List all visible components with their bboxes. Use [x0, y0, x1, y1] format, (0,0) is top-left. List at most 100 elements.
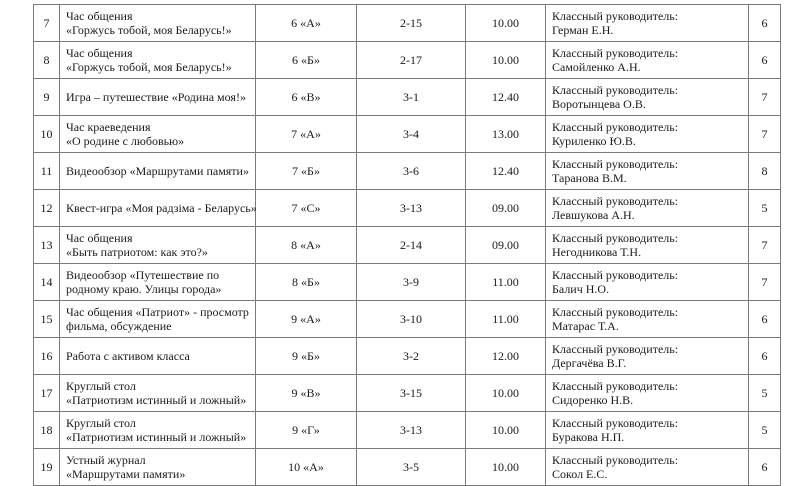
time-cell: 09.00: [465, 226, 546, 264]
event-title: Час краеведения «О родине с любовью»: [59, 115, 256, 153]
responsible-name: Балич Н.О.: [552, 282, 610, 296]
table-row: 7 Час общения «Горжусь тобой, моя Беларусь…: [33, 4, 781, 42]
event-title-line: Час общения: [66, 46, 133, 60]
responsible-name: Левшукова А.Н.: [552, 208, 635, 222]
event-title: Игра – путешествие «Родина моя!»: [59, 78, 256, 116]
responsible-label: Классный руководитель:: [552, 379, 679, 393]
time-cell: 12.00: [465, 337, 546, 375]
event-title-line: «Патриотизм истинный и ложный»: [66, 393, 247, 407]
schedule-table-body: 7 Час общения «Горжусь тобой, моя Беларусь…: [33, 4, 781, 486]
responsible-cell: Классный руководитель: Самойленко А.Н.: [545, 41, 749, 79]
event-title-line: «О родине с любовью»: [66, 134, 185, 148]
responsible-name: Буракова Н.П.: [552, 430, 625, 444]
event-title-line: Видеообзор «Маршрутами памяти»: [66, 164, 249, 178]
class-cell: 8 «А»: [255, 226, 357, 264]
event-title-line: «Быть патриотом: как это?»: [66, 245, 208, 259]
responsible-label: Классный руководитель:: [552, 268, 679, 282]
row-number: 12: [33, 189, 60, 227]
row-number: 13: [33, 226, 60, 264]
responsible-name: Сокол Е.С.: [552, 467, 608, 481]
class-cell: 9 «Г»: [255, 411, 357, 449]
time-cell: 10.00: [465, 448, 546, 486]
responsible-label: Классный руководитель:: [552, 157, 679, 171]
event-title: Час общения «Патриот» - просмотр фильма, …: [59, 300, 256, 338]
participants-count: 6: [748, 300, 781, 338]
responsible-name: Таранова В.М.: [552, 171, 627, 185]
event-title-line: «Патриотизм истинный и ложный»: [66, 430, 247, 444]
class-cell: 6 «Б»: [255, 41, 357, 79]
row-number: 16: [33, 337, 60, 375]
table-row: 16 Работа с активом класса 9 «Б» 3-2 12.00 Кл…: [33, 337, 781, 375]
class-cell: 8 «Б»: [255, 263, 357, 301]
event-title-line: Круглый стол: [66, 416, 136, 430]
time-cell: 11.00: [465, 263, 546, 301]
responsible-label: Классный руководитель:: [552, 416, 679, 430]
event-title-line: Час общения: [66, 231, 133, 245]
room-cell: 2-15: [356, 4, 466, 42]
class-cell: 9 «Б»: [255, 337, 357, 375]
time-cell: 12.40: [465, 78, 546, 116]
room-cell: 3-15: [356, 374, 466, 412]
event-title-line: Час краеведения: [66, 120, 151, 134]
participants-count: 7: [748, 78, 781, 116]
responsible-label: Классный руководитель:: [552, 46, 679, 60]
responsible-cell: Классный руководитель: Балич Н.О.: [545, 263, 749, 301]
event-title: Час общения «Горжусь тобой, моя Беларусь!…: [59, 4, 256, 42]
event-title-line: «Горжусь тобой, моя Беларусь!»: [66, 23, 232, 37]
responsible-cell: Классный руководитель: Негодникова Т.Н.: [545, 226, 749, 264]
time-cell: 11.00: [465, 300, 546, 338]
room-cell: 3-13: [356, 189, 466, 227]
row-number: 17: [33, 374, 60, 412]
row-number: 9: [33, 78, 60, 116]
class-cell: 6 «В»: [255, 78, 357, 116]
time-cell: 10.00: [465, 41, 546, 79]
table-row: 8 Час общения «Горжусь тобой, моя Беларусь…: [33, 41, 781, 79]
participants-count: 5: [748, 189, 781, 227]
table-row: 9 Игра – путешествие «Родина моя!» 6 «В» 3-…: [33, 78, 781, 116]
class-cell: 6 «А»: [255, 4, 357, 42]
class-cell: 7 «Б»: [255, 152, 357, 190]
row-number: 19: [33, 448, 60, 486]
room-cell: 3-6: [356, 152, 466, 190]
responsible-cell: Классный руководитель: Герман Е.Н.: [545, 4, 749, 42]
responsible-name: Герман Е.Н.: [552, 23, 614, 37]
room-cell: 2-14: [356, 226, 466, 264]
time-cell: 10.00: [465, 374, 546, 412]
event-title-line: «Маршрутами памяти»: [66, 467, 186, 481]
responsible-name: Самойленко А.Н.: [552, 60, 641, 74]
responsible-label: Классный руководитель:: [552, 9, 679, 23]
responsible-name: Куриленко Ю.В.: [552, 134, 636, 148]
event-title-line: Работа с активом класса: [66, 349, 190, 363]
event-title: Час общения «Горжусь тобой, моя Беларусь!…: [59, 41, 256, 79]
row-number: 18: [33, 411, 60, 449]
class-cell: 9 «А»: [255, 300, 357, 338]
class-cell: 10 «А»: [255, 448, 357, 486]
class-cell: 7 «А»: [255, 115, 357, 153]
responsible-cell: Классный руководитель: Буракова Н.П.: [545, 411, 749, 449]
room-cell: 3-1: [356, 78, 466, 116]
row-number: 11: [33, 152, 60, 190]
responsible-label: Классный руководитель:: [552, 305, 679, 319]
time-cell: 09.00: [465, 189, 546, 227]
responsible-label: Классный руководитель:: [552, 194, 679, 208]
participants-count: 7: [748, 115, 781, 153]
participants-count: 6: [748, 448, 781, 486]
participants-count: 6: [748, 41, 781, 79]
event-title: Видеообзор «Путешествие по родному краю. …: [59, 263, 256, 301]
room-cell: 3-9: [356, 263, 466, 301]
room-cell: 3-4: [356, 115, 466, 153]
responsible-label: Классный руководитель:: [552, 83, 679, 97]
participants-count: 5: [748, 411, 781, 449]
responsible-cell: Классный руководитель: Таранова В.М.: [545, 152, 749, 190]
event-title-line: Квест-игра «Моя радзіма - Беларусь»: [66, 201, 257, 215]
table-row: 19 Устный журнал «Маршрутами памяти» 10 «А»…: [33, 448, 781, 486]
responsible-label: Классный руководитель:: [552, 120, 679, 134]
event-title: Час общения «Быть патриотом: как это?»: [59, 226, 256, 264]
time-cell: 10.00: [465, 4, 546, 42]
responsible-cell: Классный руководитель: Дергачёва В.Г.: [545, 337, 749, 375]
event-title: Квест-игра «Моя радзіма - Беларусь»: [59, 189, 257, 227]
class-cell: 9 «В»: [255, 374, 357, 412]
responsible-label: Классный руководитель:: [552, 342, 679, 356]
responsible-name: Воротынцева О.В.: [552, 97, 646, 111]
participants-count: 5: [748, 374, 781, 412]
